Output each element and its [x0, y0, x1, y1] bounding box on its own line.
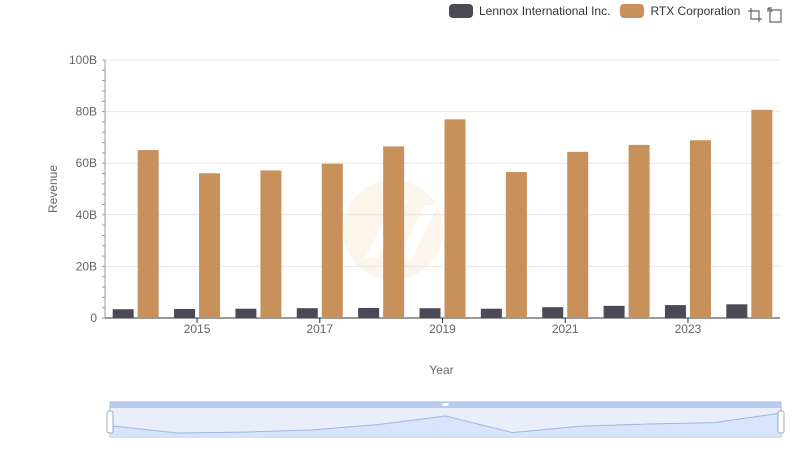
bar-lennox-2014[interactable] [112, 309, 134, 318]
x-tick-label: 2019 [429, 322, 456, 336]
x-axis-title: Year [429, 363, 453, 377]
bar-rtx-2019[interactable] [444, 119, 466, 318]
bar-lennox-2016[interactable] [235, 308, 257, 318]
zoom-handle-right[interactable] [777, 410, 785, 434]
legend-label-rtx: RTX Corporation [650, 4, 741, 18]
legend-swatch-lennox [449, 4, 473, 18]
y-tick-label: 20B [76, 259, 97, 273]
zoom-handle-left[interactable] [106, 410, 114, 434]
y-tick-label: 80B [76, 105, 97, 119]
bar-lennox-2024[interactable] [726, 304, 748, 318]
bar-rtx-2017[interactable] [321, 163, 343, 318]
bar-rtx-2024[interactable] [751, 109, 773, 318]
x-tick-label: 2021 [552, 322, 579, 336]
bar-rtx-2020[interactable] [505, 171, 527, 318]
bar-rtx-2022[interactable] [628, 144, 650, 318]
x-tick-label: 2015 [184, 322, 211, 336]
bar-lennox-2018[interactable] [358, 307, 380, 318]
bar-lennox-2023[interactable] [664, 305, 686, 318]
bar-lennox-2022[interactable] [603, 305, 625, 318]
zoom-slider-grip[interactable] [442, 403, 449, 406]
y-tick-label: 100B [69, 53, 97, 67]
bar-lennox-2015[interactable] [174, 308, 196, 318]
bar-lennox-2017[interactable] [296, 308, 318, 318]
bar-lennox-2021[interactable] [542, 307, 564, 318]
y-tick-label: 60B [76, 156, 97, 170]
y-axis-title: Revenue [46, 165, 60, 213]
bar-rtx-2014[interactable] [137, 150, 159, 318]
y-tick-label: 40B [76, 208, 97, 222]
bar-rtx-2016[interactable] [260, 170, 282, 318]
legend: Lennox International Inc. RTX Corporatio… [449, 4, 740, 18]
legend-swatch-rtx [620, 4, 645, 18]
zoom-icon[interactable] [747, 7, 763, 23]
toolbox [747, 7, 783, 23]
x-tick-label: 2023 [675, 322, 702, 336]
legend-item-rtx[interactable]: RTX Corporation [620, 4, 740, 18]
bar-lennox-2020[interactable] [480, 308, 502, 318]
x-tick-label: 2017 [306, 322, 333, 336]
zoom-slider-line [109, 412, 782, 434]
y-tick-label: 0 [90, 311, 97, 325]
legend-label-lennox: Lennox International Inc. [479, 4, 611, 18]
bar-rtx-2018[interactable] [383, 146, 405, 318]
bar-rtx-2023[interactable] [689, 140, 711, 318]
bar-lennox-2019[interactable] [419, 308, 441, 318]
restore-icon[interactable] [767, 7, 783, 23]
legend-item-lennox[interactable]: Lennox International Inc. [449, 4, 610, 18]
bar-rtx-2021[interactable] [567, 151, 589, 318]
bar-rtx-2015[interactable] [199, 173, 221, 318]
zoom-slider-area [110, 413, 781, 437]
